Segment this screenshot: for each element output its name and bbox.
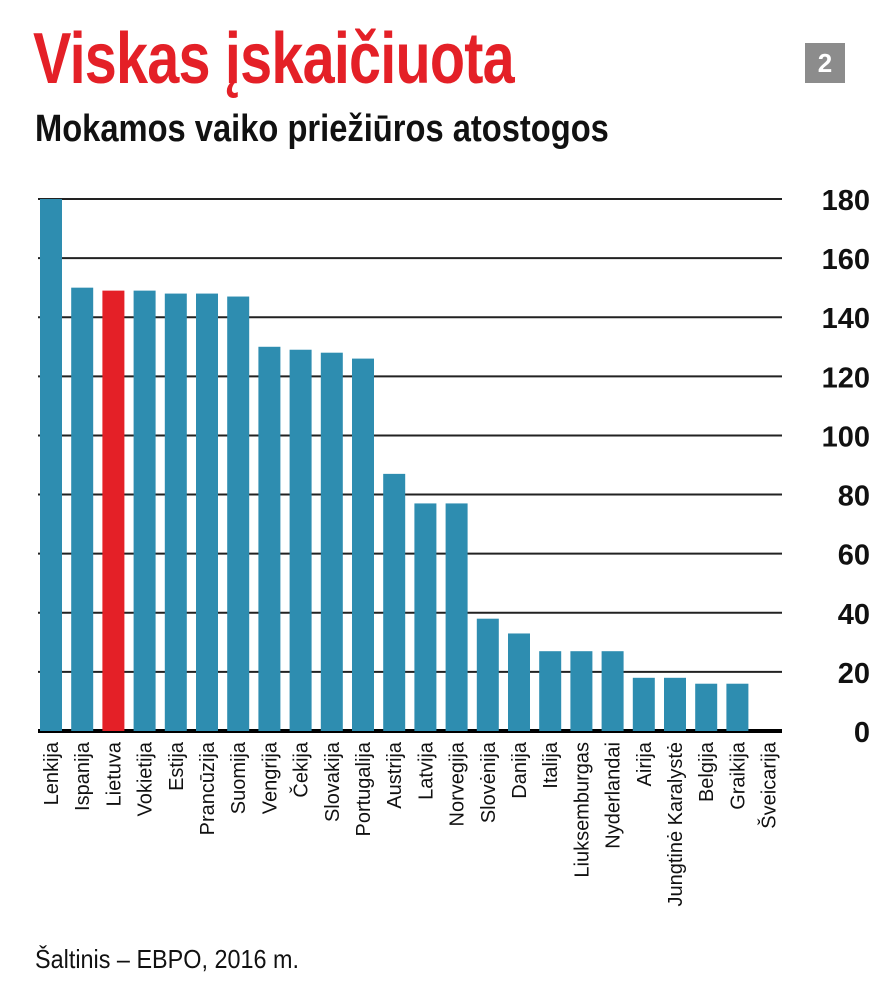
x-tick-label: Italija [540, 741, 562, 789]
bar-ispanija [71, 287, 94, 731]
x-tick-label: Graikija [727, 741, 749, 810]
bar-portugalija [352, 358, 374, 731]
bar-prancūzija [196, 293, 218, 731]
x-tick-label: Liuksemburgas [571, 742, 593, 878]
x-tick-label: Suomija [228, 741, 250, 814]
bar-lietuva [102, 290, 125, 731]
y-tick-label: 140 [822, 303, 870, 335]
bar-belgija [695, 683, 718, 731]
x-tick-label: Šveicarija [758, 741, 781, 829]
y-tick-label: 20 [838, 658, 870, 690]
x-tick-label: Estija [166, 741, 188, 791]
bar-lenkija [40, 199, 62, 731]
x-tick-label: Vokietija [135, 741, 157, 816]
x-tick-label: Norvegija [447, 741, 469, 826]
x-tick-label: Lietuva [103, 741, 125, 806]
chart-subtitle: Mokamos vaiko priežiūros atostogos [35, 108, 609, 150]
x-tick-label: Slovakija [322, 741, 344, 822]
bar-graikija [726, 683, 749, 731]
bar-slovėnija [476, 618, 499, 731]
y-tick-label: 100 [822, 421, 870, 453]
bar-slovakija [320, 352, 343, 731]
bar-estija [164, 293, 187, 731]
bar-vokietija [133, 290, 156, 731]
y-tick-label: 180 [822, 185, 870, 217]
y-tick-label: 120 [822, 362, 870, 394]
bar-nyderlandai [601, 651, 624, 731]
x-tick-label: Airija [634, 741, 656, 786]
page-number-badge: 2 [805, 43, 845, 83]
x-tick-label: Lenkija [41, 741, 63, 805]
x-tick-label: Slovėnija [478, 741, 500, 823]
bar-austrija [383, 473, 406, 731]
source-note: Šaltinis – EBPO, 2016 m. [35, 944, 300, 974]
x-tick-label: Portugalija [353, 741, 375, 836]
bar-norvegija [445, 503, 468, 731]
y-tick-label: 40 [838, 599, 870, 631]
x-tick-label: Ispanija [72, 741, 94, 811]
y-tick-label: 160 [822, 244, 870, 276]
bar-danija [508, 633, 530, 731]
y-tick-label: 80 [838, 481, 870, 513]
x-tick-label: Jungtinė Karalystė [665, 742, 687, 907]
y-tick-label: 0 [854, 717, 870, 749]
y-tick-label: 60 [838, 540, 870, 572]
x-tick-label: Čekija [290, 741, 313, 797]
bar-čekija [289, 349, 312, 731]
bar-liuksemburgas [570, 651, 593, 731]
x-tick-label: Latvija [415, 741, 437, 800]
bar-italija [539, 651, 562, 731]
x-tick-label: Nyderlandai [603, 742, 625, 849]
bar-jungtinė-karalystė [664, 677, 686, 731]
x-tick-label: Belgija [696, 741, 718, 802]
x-tick-label: Vengrija [259, 741, 281, 814]
bar-vengrija [258, 346, 281, 731]
bar-latvija [414, 503, 437, 731]
x-tick-label: Prancūzija [197, 741, 219, 835]
x-tick-label: Austrija [384, 741, 406, 809]
bar-airija [632, 677, 655, 731]
page-title: Viskas įskaičiuota [33, 19, 515, 99]
x-tick-label: Danija [509, 741, 531, 799]
bar-suomija [227, 296, 250, 731]
